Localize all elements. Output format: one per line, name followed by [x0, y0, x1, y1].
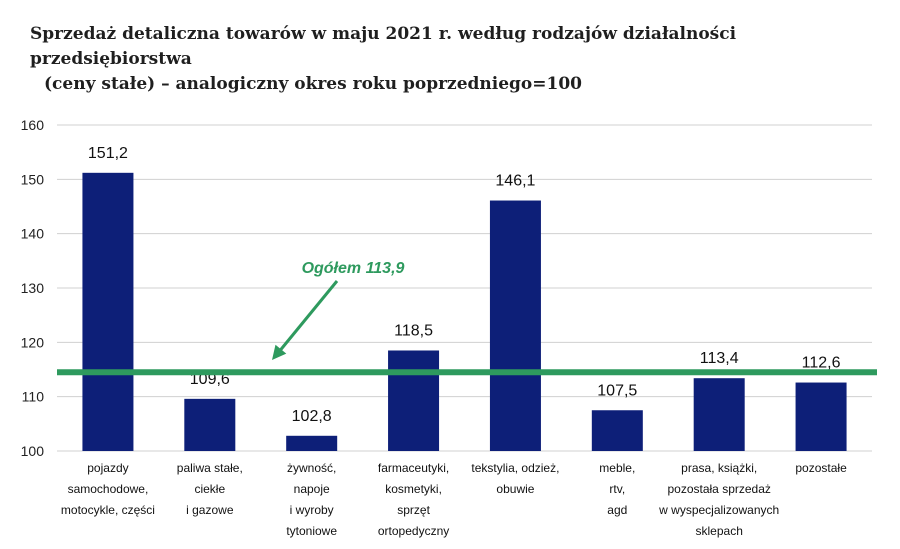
- annotation-label: Ogółem 113,9: [302, 260, 405, 277]
- x-label-3-line-3: i wyroby: [290, 503, 334, 517]
- bar-3: [286, 435, 338, 451]
- x-label-2-line-2: ciekłe: [194, 482, 225, 496]
- x-label-4-line-1: farmaceutyki,: [378, 461, 449, 475]
- bar-7: [693, 378, 745, 451]
- x-label-7-line-1: prasa, książki,: [681, 461, 757, 475]
- x-label-5-line-2: obuwie: [496, 482, 534, 496]
- bar-2: [184, 398, 236, 451]
- x-label-3-line-1: żywność,: [287, 461, 336, 475]
- x-label-5-line-1: tekstylia, odzież,: [471, 461, 559, 475]
- data-label-5: 146,1: [495, 173, 535, 190]
- bar-5: [489, 200, 541, 451]
- bar-1: [82, 172, 134, 451]
- x-label-7-line-2: pozostała sprzedaż: [667, 482, 770, 496]
- annotation-arrow: [276, 280, 339, 354]
- annotation-arrowhead: [272, 344, 287, 360]
- x-label-4-line-4: ortopedyczny: [378, 524, 449, 538]
- x-label-1-line-1: pojazdy: [87, 461, 128, 475]
- x-label-3-line-4: tytoniowe: [286, 524, 337, 538]
- x-label-6-line-1: meble,: [599, 461, 635, 475]
- x-label-7-line-4: sklepach: [696, 524, 743, 538]
- bar-6: [591, 410, 643, 451]
- x-label-1-line-3: motocykle, części: [61, 503, 155, 517]
- x-label-7-line-3: w wyspecjalizowanych: [658, 503, 779, 517]
- data-label-7: 113,4: [700, 350, 739, 367]
- chart-title-line1: Sprzedaż detaliczna towarów w maju 2021 …: [30, 24, 737, 69]
- x-label-6-line-2: rtv,: [609, 482, 625, 496]
- y-tick-label-150: 150: [21, 171, 45, 187]
- x-label-3-line-2: napoje: [294, 482, 330, 496]
- chart-title-line2: (ceny stałe) – analogiczny okres roku po…: [44, 74, 582, 94]
- bar-8: [795, 382, 847, 451]
- data-label-1: 151,2: [88, 145, 128, 162]
- y-tick-label-100: 100: [21, 443, 45, 459]
- x-label-2-line-3: i gazowe: [186, 503, 234, 517]
- y-tick-label-140: 140: [21, 226, 45, 242]
- data-label-4: 118,5: [394, 322, 433, 339]
- x-label-4-line-3: sprzęt: [397, 503, 430, 517]
- data-label-6: 107,5: [597, 382, 637, 399]
- chart-title: Sprzedaż detaliczna towarów w maju 2021 …: [30, 22, 890, 97]
- data-label-3: 102,8: [292, 408, 332, 425]
- x-label-6-line-3: agd: [607, 503, 627, 517]
- y-tick-label-110: 110: [22, 389, 45, 405]
- x-label-2-line-1: paliwa stałe,: [177, 461, 243, 475]
- y-tick-label-160: 160: [21, 117, 45, 133]
- x-label-8-line-1: pozostałe: [795, 461, 847, 475]
- x-label-4-line-2: kosmetyki,: [385, 482, 442, 496]
- x-label-1-line-2: samochodowe,: [68, 482, 149, 496]
- y-tick-label-120: 120: [21, 334, 45, 350]
- data-label-8: 112,6: [802, 355, 841, 372]
- bar-4: [388, 350, 440, 451]
- y-tick-label-130: 130: [21, 280, 45, 296]
